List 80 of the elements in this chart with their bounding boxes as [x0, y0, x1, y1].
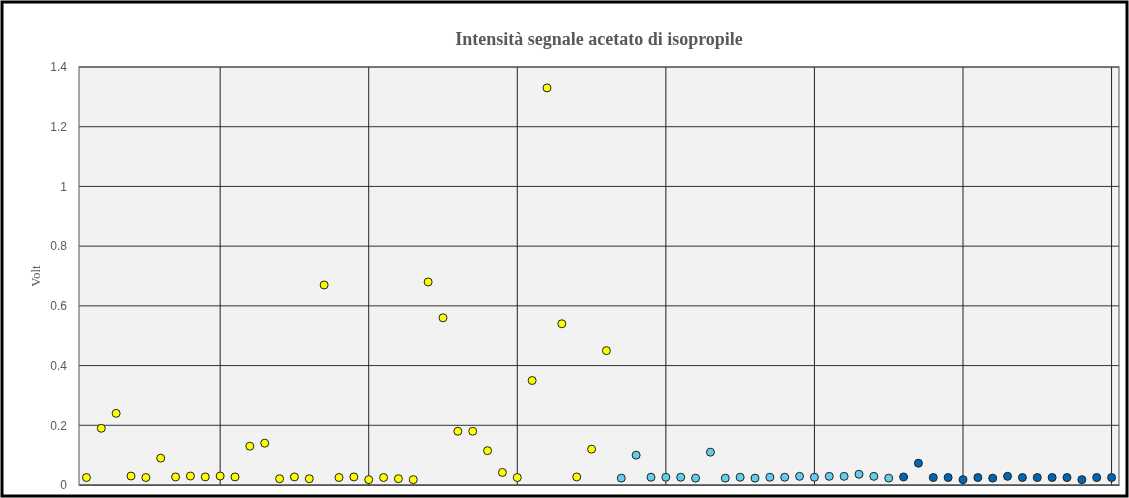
- point: [928, 473, 938, 483]
- y-tick-label: 0.2: [50, 418, 68, 433]
- y-tick-label: 1.2: [50, 120, 68, 135]
- point: [795, 471, 805, 481]
- point: [705, 447, 715, 457]
- point: [393, 474, 403, 484]
- point: [884, 473, 894, 483]
- chart-title: Intensità segnale acetato di isopropile: [455, 29, 743, 49]
- y-tick-label: 0.4: [50, 358, 68, 373]
- point: [260, 438, 270, 448]
- point: [676, 472, 686, 482]
- point: [1092, 473, 1102, 483]
- point: [824, 471, 834, 481]
- point: [81, 473, 91, 483]
- y-tick-label: 1.4: [50, 60, 68, 75]
- point: [854, 469, 864, 479]
- point: [379, 473, 389, 483]
- point: [438, 313, 448, 323]
- point: [869, 471, 879, 481]
- point: [943, 473, 953, 483]
- point: [1047, 473, 1057, 483]
- point: [616, 473, 626, 483]
- point: [527, 376, 537, 385]
- point: [587, 444, 597, 454]
- point: [839, 471, 849, 481]
- point: [215, 471, 225, 481]
- point: [646, 472, 656, 482]
- point: [156, 453, 166, 463]
- point: [111, 408, 121, 418]
- point: [765, 472, 775, 482]
- point: [661, 472, 671, 482]
- y-axis-title: Volt: [28, 264, 43, 287]
- y-tick-label: 0.6: [50, 299, 68, 314]
- point: [468, 426, 478, 436]
- point: [973, 473, 983, 483]
- point: [453, 426, 463, 436]
- y-tick-label: 1: [60, 179, 68, 194]
- point: [1062, 473, 1072, 483]
- point: [497, 467, 507, 477]
- point: [349, 472, 359, 482]
- point: [1017, 473, 1027, 483]
- point: [200, 472, 210, 482]
- point: [171, 472, 181, 482]
- point: [809, 472, 819, 482]
- point: [512, 473, 522, 483]
- point: [1032, 473, 1042, 483]
- point: [899, 472, 909, 482]
- point: [126, 471, 136, 481]
- point: [230, 472, 240, 482]
- point: [780, 472, 790, 482]
- point: [1107, 473, 1117, 483]
- point: [750, 473, 760, 483]
- point: [1003, 471, 1013, 481]
- point: [141, 473, 151, 483]
- y-tick-label: 0.8: [50, 239, 68, 254]
- point: [631, 450, 641, 460]
- point: [96, 423, 106, 433]
- point: [542, 83, 552, 93]
- point: [275, 474, 285, 484]
- point: [720, 473, 730, 483]
- point: [557, 319, 567, 329]
- point: [334, 473, 344, 483]
- point: [364, 475, 374, 485]
- point: [408, 475, 418, 485]
- y-tick-label: 0: [60, 478, 68, 493]
- point: [1077, 475, 1087, 485]
- point: [185, 471, 195, 481]
- point: [304, 474, 314, 484]
- point: [572, 472, 582, 482]
- point: [483, 446, 493, 456]
- point: [423, 277, 433, 287]
- point: [289, 472, 299, 482]
- point: [735, 472, 745, 482]
- point: [601, 346, 611, 356]
- point: [913, 458, 923, 468]
- point: [245, 441, 255, 451]
- point: [691, 473, 701, 483]
- point: [958, 475, 968, 485]
- point: [988, 473, 998, 483]
- point: [319, 280, 329, 290]
